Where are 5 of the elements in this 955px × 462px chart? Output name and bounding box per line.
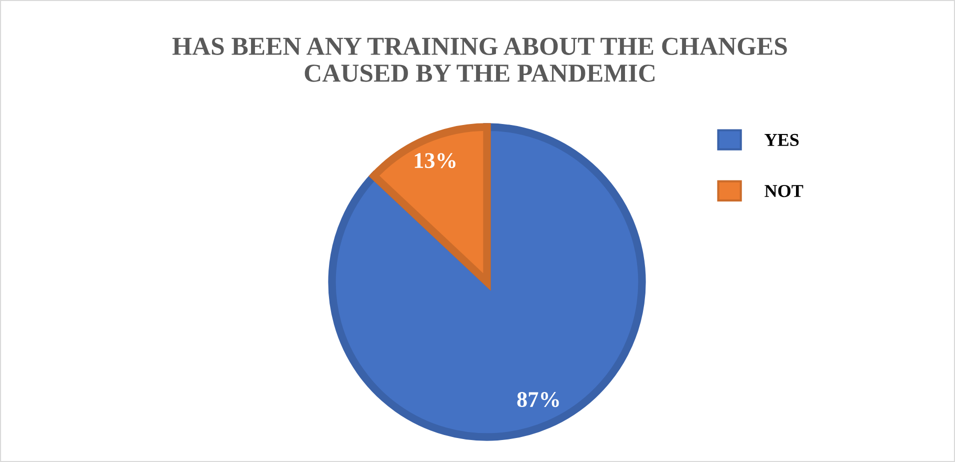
data-label: 13% (414, 153, 456, 168)
legend-label: YES (764, 134, 799, 146)
data-label: 87% (517, 392, 559, 408)
chart-title: HAS BEEN ANY TRAINING ABOUT THE CHANGES CAUSED BY THE PANDEMIC (172, 38, 787, 82)
legend-label: NOT (764, 184, 804, 198)
